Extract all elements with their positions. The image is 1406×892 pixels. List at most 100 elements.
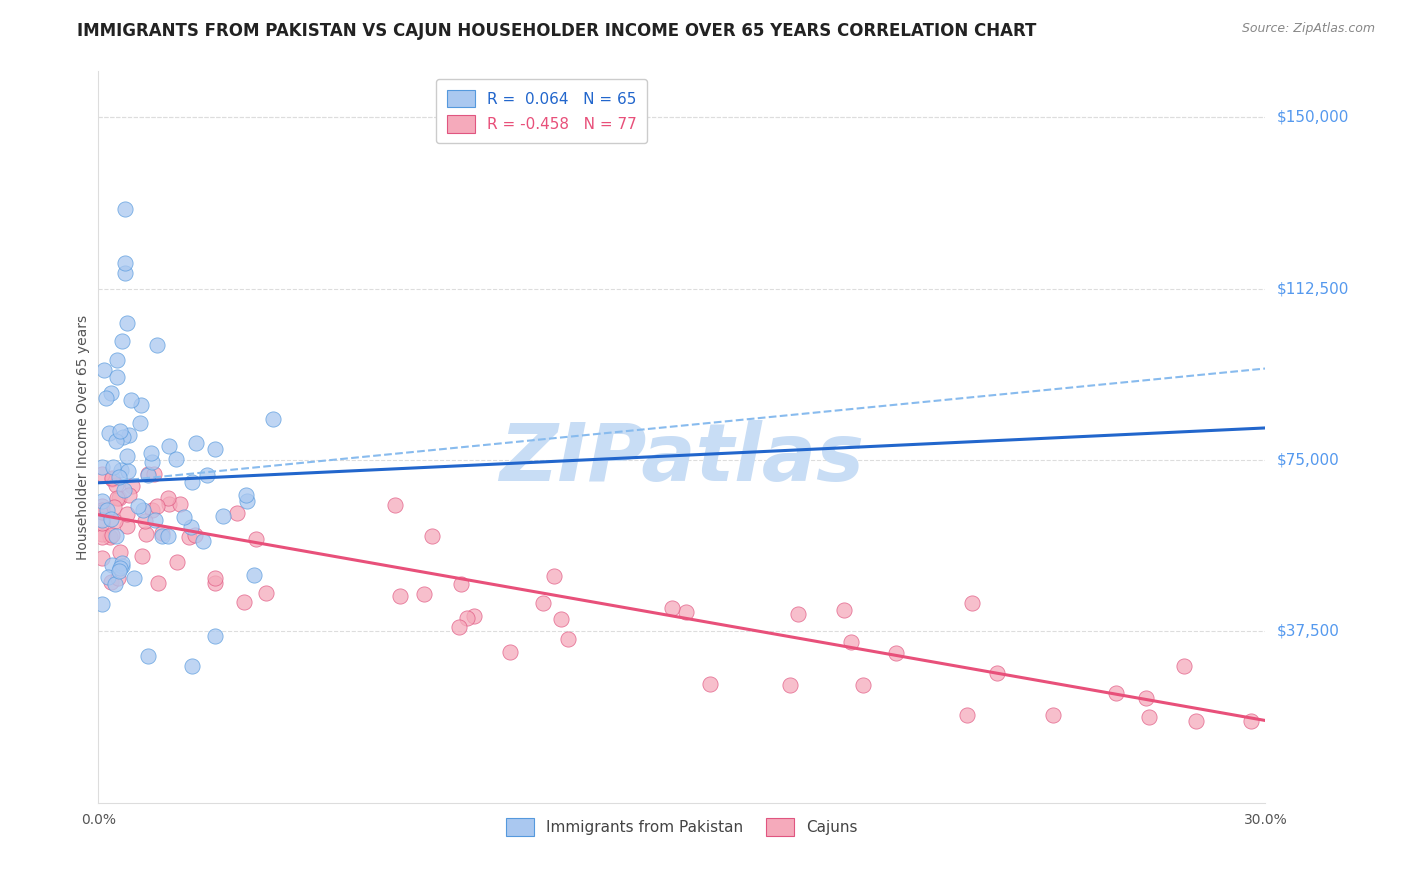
Point [131,502,153,516]
Point [204,442,226,457]
Point [1137,710,1160,724]
Point [254,586,277,600]
Point [100,575,122,590]
Point [107,570,129,584]
Point [841,635,863,649]
Point [157,439,180,453]
Point [852,678,875,692]
Point [779,678,801,692]
Point [388,589,411,603]
Point [1240,714,1263,728]
Point [413,587,436,601]
Point [157,496,180,510]
Point [243,568,266,582]
Point [138,468,160,483]
Point [1173,658,1195,673]
Point [180,475,202,489]
Point [97,425,120,440]
Point [543,569,565,583]
Point [96,503,118,517]
Point [100,385,122,400]
Point [91,504,114,518]
Point [114,256,136,270]
Point [232,595,254,609]
Point [118,428,141,442]
Point [105,529,128,543]
Point [129,416,152,430]
Point [111,559,134,574]
Point [104,576,127,591]
Point [450,576,472,591]
Point [135,527,157,541]
Point [108,470,131,484]
Point [195,468,218,483]
Y-axis label: Householder Income Over 65 years: Householder Income Over 65 years [76,315,90,559]
Point [131,549,153,563]
Point [169,497,191,511]
Point [105,370,128,384]
Point [184,528,207,542]
Point [103,500,125,514]
Point [105,352,128,367]
Point [157,491,180,505]
Point [112,483,135,498]
Point [191,533,214,548]
Point [1135,691,1157,706]
Point [91,513,114,527]
Text: Source: ZipAtlas.com: Source: ZipAtlas.com [1241,22,1375,36]
Point [152,525,174,540]
Point [117,464,139,478]
Text: $112,500: $112,500 [1277,281,1348,296]
Point [146,338,169,352]
Text: ZIPatlas: ZIPatlas [499,420,865,498]
Point [91,494,114,508]
Point [111,556,134,570]
Point [114,202,136,216]
Point [986,665,1008,680]
Point [179,530,201,544]
Point [884,646,907,660]
Point [384,498,406,512]
Point [104,514,127,528]
Point [91,459,114,474]
Point [166,555,188,569]
Point [115,316,138,330]
Point [122,571,145,585]
Point [236,494,259,508]
Point [165,452,187,467]
Point [117,449,139,463]
Point [786,607,808,621]
Point [105,491,128,506]
Point [148,576,170,591]
Point [956,707,979,722]
Point [91,499,114,513]
Point [449,620,471,634]
Point [136,467,159,481]
Point [115,507,138,521]
Point [105,434,128,448]
Point [100,528,122,542]
Point [121,479,143,493]
Point [111,430,134,444]
Point [139,445,162,459]
Point [557,632,579,646]
Point [108,564,131,578]
Legend: Immigrants from Pakistan, Cajuns: Immigrants from Pakistan, Cajuns [496,807,868,847]
Point [100,471,122,485]
Point [180,658,202,673]
Text: $37,500: $37,500 [1277,624,1340,639]
Point [962,596,984,610]
Point [235,488,257,502]
Point [184,436,207,450]
Point [832,602,855,616]
Point [118,488,141,502]
Point [127,500,149,514]
Point [91,550,114,565]
Point [101,472,124,486]
Point [91,503,114,517]
Point [134,514,156,528]
Point [499,645,522,659]
Point [141,502,163,516]
Point [420,529,443,543]
Point [226,506,249,520]
